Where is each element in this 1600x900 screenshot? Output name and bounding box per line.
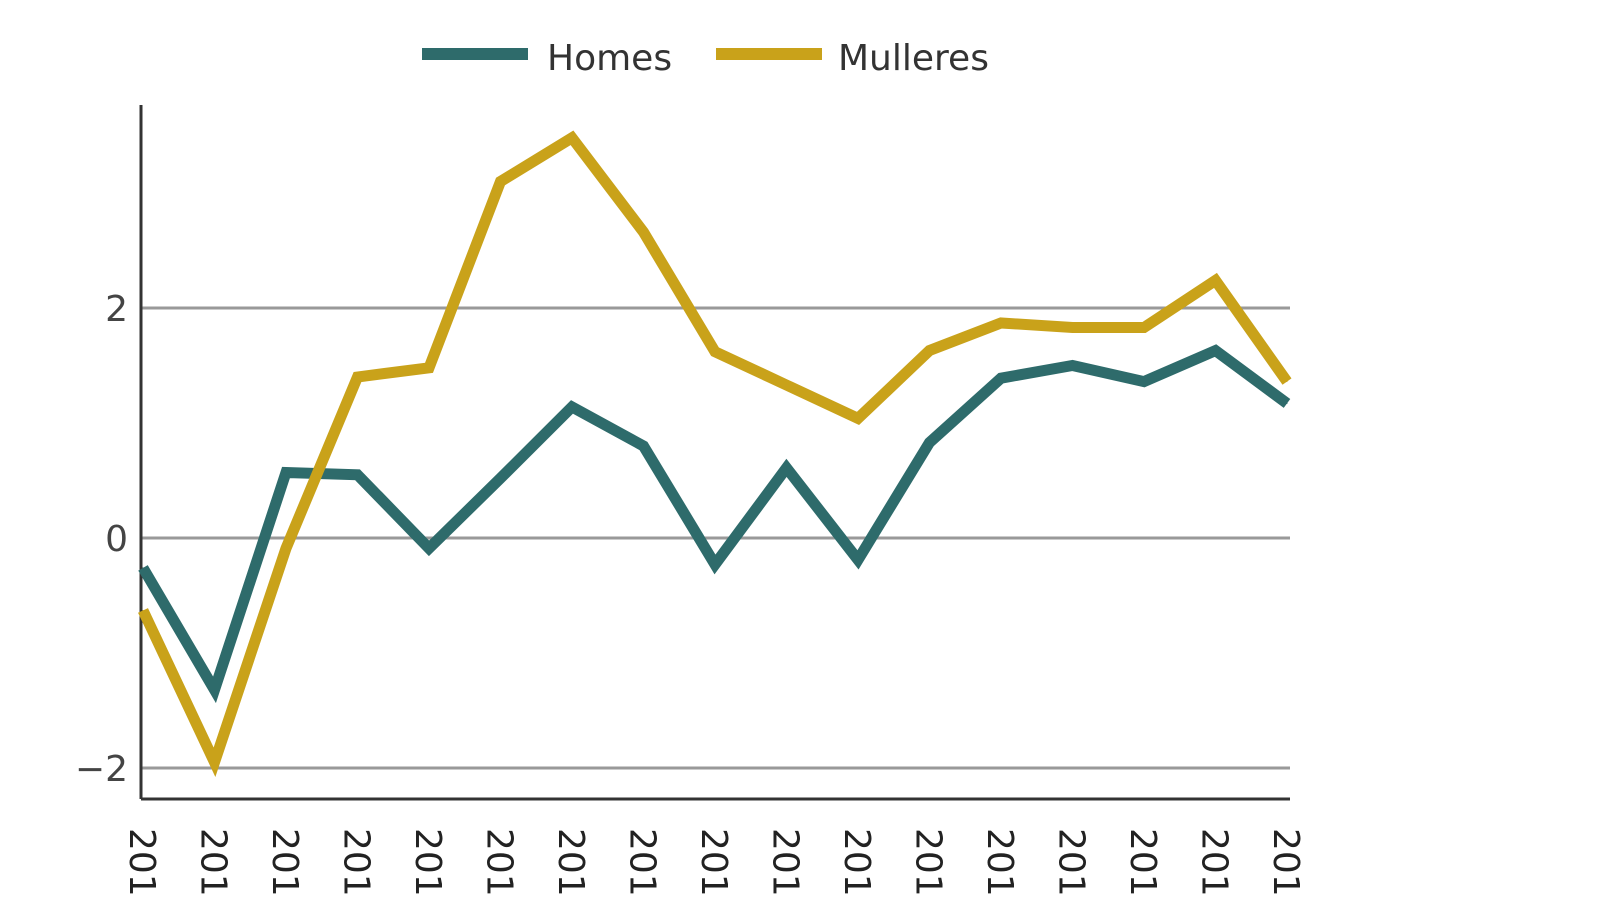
data-point-mulleres bbox=[285, 547, 287, 549]
data-point-homes bbox=[214, 689, 215, 691]
series-line-homes bbox=[138, 344, 1291, 704]
data-point-homes bbox=[571, 406, 573, 408]
data-point-homes bbox=[428, 547, 430, 549]
x-tick-label: 201 bbox=[479, 828, 520, 897]
x-tick-label: 201 bbox=[193, 828, 234, 897]
data-point-homes bbox=[929, 442, 930, 444]
data-point-mulleres bbox=[500, 181, 501, 182]
legend: Homes Mulleres bbox=[422, 38, 989, 79]
x-tick-label: 201 bbox=[550, 828, 591, 897]
data-point-mulleres bbox=[1286, 381, 1288, 383]
data-point-mulleres bbox=[929, 350, 930, 352]
data-point-homes bbox=[142, 567, 144, 569]
data-point-homes bbox=[714, 563, 716, 565]
data-point-homes bbox=[500, 477, 501, 479]
x-tick-label: 201 bbox=[765, 828, 806, 897]
data-point-mulleres bbox=[857, 417, 859, 419]
data-point-mulleres bbox=[1000, 322, 1002, 324]
data-point-mulleres bbox=[571, 137, 573, 139]
x-tick-label: 201 bbox=[336, 828, 377, 897]
x-axis-ticks: 201 201 201 201 201 201 201 201 201 201 201 201 201 2… bbox=[121, 828, 1306, 897]
gridlines bbox=[141, 306, 1290, 770]
data-point-homes bbox=[786, 467, 787, 469]
x-tick-label: 201 bbox=[908, 828, 949, 897]
x-tick-label: 201 bbox=[121, 828, 162, 897]
data-point-mulleres bbox=[214, 761, 215, 763]
y-tick-label: 2 bbox=[105, 289, 128, 330]
x-tick-label: 201 bbox=[836, 828, 877, 897]
data-point-homes bbox=[1286, 402, 1288, 404]
data-point-homes bbox=[857, 559, 859, 561]
y-axis-ticks: −2 0 2 bbox=[75, 289, 128, 790]
series-lines bbox=[138, 130, 1292, 778]
data-point-homes bbox=[1215, 350, 1216, 352]
data-point-homes bbox=[1072, 365, 1073, 366]
x-tick-label: 201 bbox=[1265, 828, 1306, 897]
y-tick-label: −2 bbox=[75, 749, 128, 790]
x-tick-label: 201 bbox=[979, 828, 1020, 897]
data-point-mulleres bbox=[1143, 327, 1145, 329]
data-point-homes bbox=[357, 474, 358, 476]
data-point-homes bbox=[285, 471, 287, 473]
x-tick-label: 201 bbox=[622, 828, 663, 897]
data-point-mulleres bbox=[1215, 279, 1216, 281]
x-tick-label: 201 bbox=[693, 828, 734, 897]
data-point-mulleres bbox=[786, 384, 787, 386]
data-point-mulleres bbox=[357, 376, 358, 378]
data-point-mulleres bbox=[714, 351, 716, 353]
x-tick-label: 201 bbox=[1051, 828, 1092, 897]
data-point-mulleres bbox=[1072, 327, 1073, 329]
x-tick-label: 201 bbox=[1194, 828, 1235, 897]
series-line-mulleres bbox=[138, 130, 1292, 778]
data-point-mulleres bbox=[643, 231, 644, 233]
x-tick-label: 201 bbox=[264, 828, 305, 897]
data-point-homes bbox=[1000, 377, 1002, 379]
legend-label: Mulleres bbox=[838, 38, 989, 79]
y-tick-label: 0 bbox=[105, 519, 128, 560]
data-point-mulleres bbox=[142, 609, 144, 611]
x-tick-label: 201 bbox=[1122, 828, 1163, 897]
data-point-mulleres bbox=[428, 367, 430, 369]
data-point-homes bbox=[643, 445, 644, 447]
data-point-homes bbox=[1143, 381, 1145, 383]
x-tick-label: 201 bbox=[407, 828, 448, 897]
legend-label: Homes bbox=[547, 38, 672, 79]
